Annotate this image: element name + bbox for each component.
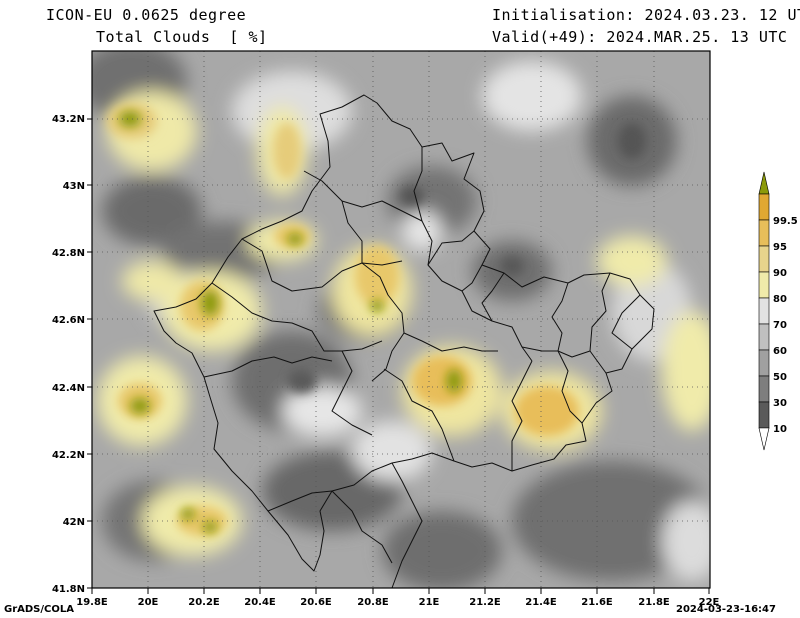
y-tick-43.2n: 43.2N	[52, 114, 85, 125]
footer-credit: GrADS/COLA	[4, 604, 74, 615]
colorbar-segment	[758, 349, 770, 377]
colorbar-label: 60	[773, 346, 787, 357]
valid-time: Valid(+49): 2024.MAR.25. 13 UTC	[492, 28, 788, 46]
colorbar-segment	[758, 297, 770, 325]
variable-title: Total Clouds [ %]	[96, 28, 268, 46]
tick-marks	[87, 118, 710, 594]
colorbar-top-triangle	[758, 171, 770, 195]
x-tick-21.8e: 21.8E	[638, 597, 670, 608]
y-tick-43n: 43N	[63, 181, 85, 192]
x-tick-19.8e: 19.8E	[76, 597, 108, 608]
x-tick-20.6e: 20.6E	[300, 597, 332, 608]
colorbar-label: 80	[773, 294, 787, 305]
colorbar-label: 10	[773, 424, 787, 435]
x-tick-20.2e: 20.2E	[188, 597, 220, 608]
colorbar: 10 30 50 60 70 80 90 95 99.5	[758, 171, 798, 451]
cloud-field	[92, 51, 710, 588]
y-tick-41.8n: 41.8N	[52, 584, 85, 595]
colorbar-segment	[758, 323, 770, 351]
y-tick-42.6n: 42.6N	[52, 315, 85, 326]
cloud-map: 19.8E 20E 20.2E 20.4E 20.6E 20.8E 21E 21…	[52, 50, 720, 608]
y-tick-42.2n: 42.2N	[52, 450, 85, 461]
colorbar-label: 99.5	[773, 216, 798, 227]
x-tick-20.8e: 20.8E	[357, 597, 389, 608]
grid-lines	[92, 51, 710, 588]
colorbar-segment	[758, 271, 770, 299]
colorbar-segment	[758, 401, 770, 429]
init-time: Initialisation: 2024.03.23. 12 UTC	[492, 6, 800, 24]
x-tick-21e: 21E	[419, 597, 440, 608]
colorbar-bottom-triangle	[758, 427, 770, 451]
y-tick-42.8n: 42.8N	[52, 248, 85, 259]
x-tick-21.2e: 21.2E	[469, 597, 501, 608]
model-title: ICON-EU 0.0625 degree	[46, 6, 247, 24]
x-tick-20.4e: 20.4E	[244, 597, 276, 608]
colorbar-segment	[758, 245, 770, 273]
y-tick-42.4n: 42.4N	[52, 383, 85, 394]
colorbar-label: 50	[773, 372, 787, 383]
colorbar-segment	[758, 193, 770, 221]
y-tick-42n: 42N	[63, 517, 85, 528]
colorbar-label: 95	[773, 242, 787, 253]
footer-timestamp: 2024-03-23-16:47	[676, 604, 776, 615]
admin-borders	[153, 94, 655, 589]
x-tick-21.6e: 21.6E	[581, 597, 613, 608]
colorbar-segment	[758, 219, 770, 247]
colorbar-label: 70	[773, 320, 787, 331]
colorbar-segment	[758, 375, 770, 403]
colorbar-label: 90	[773, 268, 787, 279]
x-tick-22e: 22E	[699, 597, 720, 608]
x-tick-20e: 20E	[138, 597, 159, 608]
colorbar-label: 30	[773, 398, 787, 409]
x-tick-21.4e: 21.4E	[525, 597, 557, 608]
